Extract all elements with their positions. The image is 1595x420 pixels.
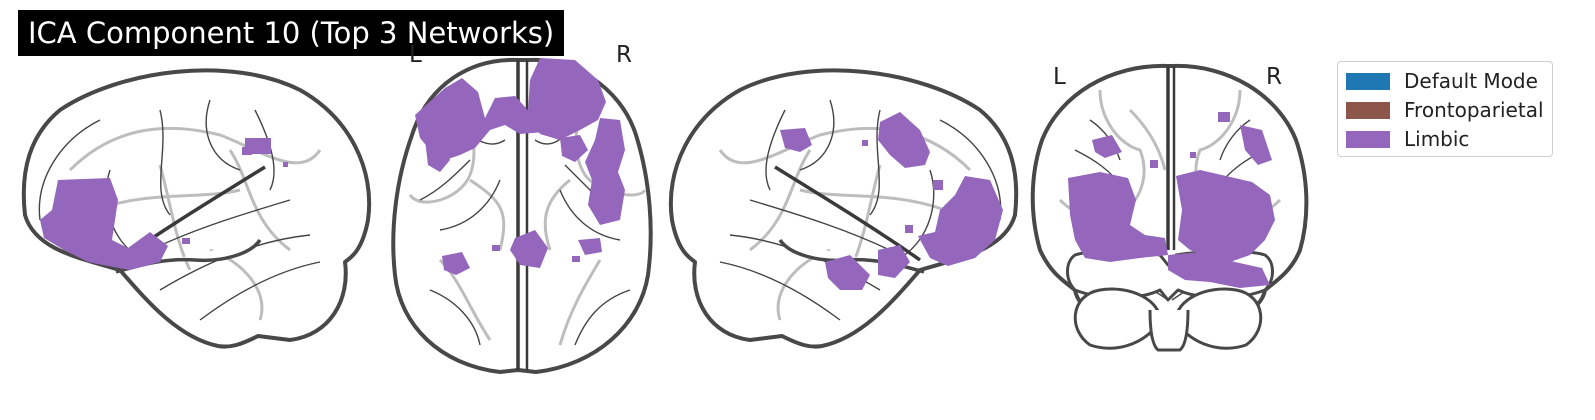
legend-label-limbic: Limbic (1404, 127, 1470, 151)
legend-label-frontoparietal: Frontoparietal (1404, 98, 1544, 122)
coronal-left-label: L (1053, 64, 1066, 90)
legend-item-limbic: Limbic (1346, 127, 1470, 151)
legend-item-default-mode: Default Mode (1346, 69, 1538, 93)
legend-swatch-frontoparietal (1346, 101, 1390, 119)
axial-activation (415, 58, 625, 275)
axial-right-label: R (616, 42, 632, 68)
coronal-right-label: R (1266, 64, 1282, 90)
axial-view (391, 57, 653, 374)
right-sagittal-view (668, 68, 1019, 349)
figure-title: ICA Component 10 (Top 3 Networks) (18, 10, 565, 56)
legend-item-frontoparietal: Frontoparietal (1346, 98, 1544, 122)
legend: Default Mode Frontoparietal Limbic (1337, 61, 1553, 157)
coronal-view (1030, 63, 1309, 352)
legend-swatch-default-mode (1346, 72, 1390, 90)
right-sagittal-activation (780, 112, 1003, 290)
left-sagittal-activation (40, 138, 288, 270)
coronal-activation (1068, 112, 1275, 288)
axial-left-label: L (409, 42, 422, 68)
legend-swatch-limbic (1346, 130, 1390, 148)
left-sagittal-view (21, 68, 372, 349)
legend-label-default-mode: Default Mode (1404, 69, 1538, 93)
